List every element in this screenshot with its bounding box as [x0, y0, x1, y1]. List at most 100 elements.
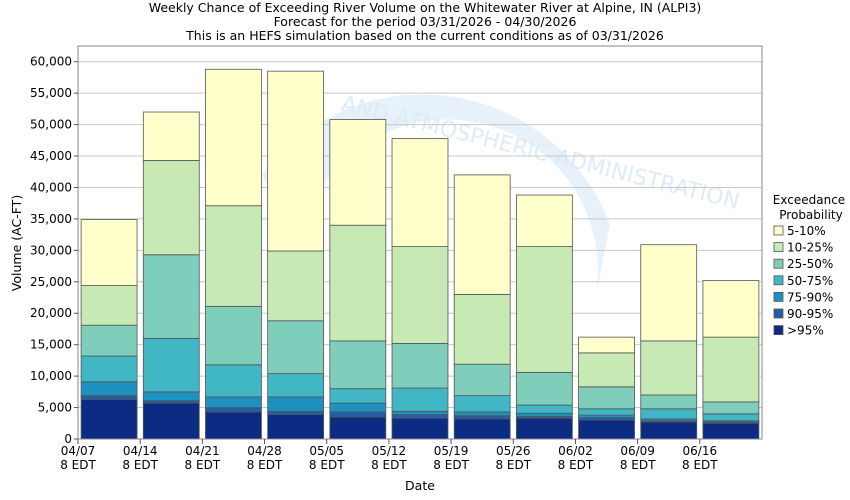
bar-segment-10-25 [702, 336, 760, 403]
legend-label: 90-95% [787, 307, 833, 321]
bar-segment-25-50 [142, 254, 200, 339]
bar-segment-10-25 [329, 224, 387, 342]
x-tick-label-date: 05/19 [434, 444, 469, 458]
y-tick-label: 5,000 [38, 401, 72, 415]
x-tick-label-date: 04/21 [185, 444, 220, 458]
bar-segment-75-90 [205, 396, 262, 408]
y-tick-label: 0 [64, 432, 72, 446]
bar-segment-50-75 [329, 388, 387, 404]
bar-segment-10-25 [142, 160, 200, 256]
bar-segment-5-10 [515, 194, 573, 247]
x-tick-label-time: 8 EDT [558, 458, 594, 472]
bar-segment-50-75 [578, 408, 635, 416]
bar-segment-90-95 [329, 411, 387, 418]
bar-stack [391, 138, 449, 440]
y-tick-label: 10,000 [30, 369, 72, 383]
bar-segment-50-75 [80, 355, 138, 383]
bar-segment-5-10 [640, 244, 698, 342]
bar-segment-25-50 [329, 340, 387, 390]
y-tick-label: 30,000 [30, 243, 72, 257]
bar-segment-25-50 [453, 363, 511, 397]
bar-segment-5-10 [702, 280, 760, 338]
x-tick-label-date: 06/16 [683, 444, 718, 458]
bar-segment-25-50 [80, 324, 138, 357]
bar-segment-10-25 [267, 250, 325, 322]
bar-segment-10-25 [205, 205, 262, 307]
x-tick-label-time: 8 EDT [620, 458, 656, 472]
chart-subtitle-simulation: This is an HEFS simulation based on the … [185, 28, 664, 43]
legend-swatch [773, 291, 784, 302]
bar-segment-5-10 [329, 119, 387, 226]
plot-area: AND ATMOSPHERIC ADMINISTRATION [77, 45, 763, 440]
bar-segment-50-75 [515, 404, 573, 414]
legend-label: 50-75% [787, 274, 833, 288]
bar-segment-25-50 [578, 386, 635, 410]
bar-segment-75-90 [267, 396, 325, 412]
bar-segment-25-50 [391, 343, 449, 389]
x-tick-label-date: 04/14 [123, 444, 158, 458]
bar-segment-75-90 [329, 402, 387, 413]
bar-segment-10-25 [80, 285, 138, 326]
legend-swatch [773, 325, 784, 336]
bar-segment-75-90 [142, 391, 200, 402]
bar-segment-95 [80, 398, 138, 440]
bar-segment-10-25 [640, 340, 698, 396]
y-tick-label: 25,000 [30, 275, 72, 289]
bar-stack [80, 219, 138, 440]
legend-label: 75-90% [787, 290, 833, 304]
y-tick-label: 55,000 [30, 86, 72, 100]
bar-segment-50-75 [640, 408, 698, 420]
bar-segment-90-95 [453, 415, 511, 420]
y-tick-label: 20,000 [30, 306, 72, 320]
bar-segment-5-10 [453, 174, 511, 295]
y-tick-label: 45,000 [30, 149, 72, 163]
bar-segment-25-50 [702, 401, 760, 415]
bar-segment-5-10 [80, 219, 138, 286]
bar-segment-95 [515, 417, 573, 440]
x-tick-label-time: 8 EDT [309, 458, 345, 472]
bar-segment-75-90 [80, 381, 138, 397]
legend-label: >95% [787, 324, 824, 338]
bar-segment-75-90 [391, 410, 449, 415]
bar-stack [702, 280, 760, 440]
bar-stack [142, 111, 200, 440]
bar-stack [329, 119, 387, 440]
bars [80, 68, 760, 440]
bar-segment-90-95 [267, 410, 325, 415]
bar-segment-95 [578, 419, 635, 440]
x-tick-label-time: 8 EDT [185, 458, 221, 472]
legend-title-line2: Probability [779, 208, 842, 222]
bar-stack [640, 244, 698, 440]
bar-segment-25-50 [515, 371, 573, 406]
bar-stack [453, 174, 511, 440]
y-tick-label: 40,000 [30, 180, 72, 194]
bar-segment-95 [329, 416, 387, 440]
bar-segment-95 [267, 414, 325, 440]
x-tick-label-date: 05/12 [372, 444, 407, 458]
x-tick-label-time: 8 EDT [122, 458, 158, 472]
legend-swatch [773, 258, 784, 269]
bar-segment-75-90 [515, 412, 573, 417]
bar-segment-90-95 [205, 407, 262, 413]
x-tick-label-date: 05/05 [309, 444, 344, 458]
x-tick-label-date: 05/26 [496, 444, 531, 458]
y-tick-label: 35,000 [30, 212, 72, 226]
x-tick-label-time: 8 EDT [60, 458, 96, 472]
legend-label: 10-25% [787, 241, 833, 255]
bar-segment-25-50 [267, 320, 325, 375]
bar-segment-5-10 [267, 70, 325, 252]
bar-segment-95 [453, 418, 511, 440]
chart-title: Weekly Chance of Exceeding River Volume … [149, 0, 702, 15]
x-tick-label-date: 04/28 [247, 444, 282, 458]
bar-stack [578, 336, 635, 440]
bar-segment-95 [391, 417, 449, 440]
chart-subtitle-period: Forecast for the period 03/31/2026 - 04/… [274, 14, 577, 29]
x-axis-title: Date [405, 478, 435, 493]
y-axis: 0 5,000 10,000 15,000 20,000 25,000 30,000 35,0… [30, 46, 79, 446]
bar-stack [515, 194, 573, 440]
legend-label: 25-50% [787, 257, 833, 271]
y-tick-label: 50,000 [30, 118, 72, 132]
bar-segment-5-10 [391, 138, 449, 247]
